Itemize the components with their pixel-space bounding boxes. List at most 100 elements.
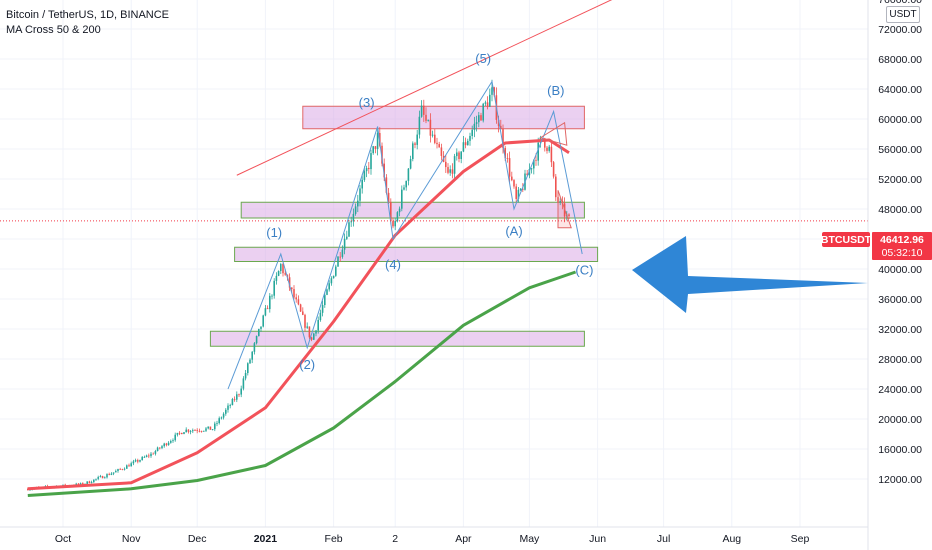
candle-body — [409, 159, 412, 169]
y-tick-label: 24000.00 — [878, 384, 922, 396]
wave-label: (C) — [575, 262, 593, 277]
candle-body — [332, 275, 335, 279]
candle-body — [139, 460, 141, 462]
candle-body — [302, 311, 304, 315]
indicator-title[interactable]: MA Cross 50 & 200 — [6, 24, 101, 36]
candle-body — [341, 249, 344, 257]
price-tag-value: 46412.96 — [880, 234, 924, 246]
candle-body — [359, 188, 361, 201]
candle-body — [211, 429, 214, 430]
candle-body — [500, 125, 502, 130]
candle-body — [183, 432, 185, 435]
zone-box — [209, 330, 585, 347]
candle-body — [128, 465, 130, 467]
candle-body — [482, 103, 484, 121]
candle-body — [324, 294, 326, 306]
candle-body — [299, 304, 302, 312]
triangle-pattern — [539, 121, 568, 146]
candle-body — [288, 277, 291, 288]
candle-body — [471, 129, 473, 136]
candle-body — [112, 472, 115, 474]
candle-body — [178, 432, 181, 434]
candle-body — [436, 142, 438, 145]
price-tag: BTCUSDT 46412.96 05:32:10 — [821, 232, 932, 260]
candle-body — [93, 479, 95, 483]
candle-body — [187, 429, 190, 432]
candle-body — [401, 189, 403, 209]
y-tick-label: 56000.00 — [878, 144, 922, 156]
candle-body — [150, 453, 152, 457]
candle-body — [106, 474, 108, 478]
x-tick-label: Oct — [55, 533, 71, 545]
x-tick-label: Aug — [722, 533, 741, 545]
candle-body — [420, 105, 423, 117]
wave-label: (5) — [475, 51, 491, 66]
symbol-title[interactable]: Bitcoin / TetherUS, 1D, BINANCE — [6, 9, 170, 21]
candle-body — [132, 461, 135, 464]
candle-body — [308, 326, 311, 338]
candle-body — [167, 442, 170, 446]
candle-body — [130, 463, 132, 467]
candle-body — [383, 163, 385, 178]
candle-body — [304, 314, 306, 328]
y-tick-label: 28000.00 — [878, 354, 922, 366]
zone-box — [240, 201, 585, 219]
candle-body — [462, 142, 465, 152]
candle-body — [222, 413, 225, 418]
y-tick-label: 60000.00 — [878, 114, 922, 126]
candle-body — [469, 135, 471, 141]
candle-body — [330, 278, 333, 284]
candle-body — [203, 430, 205, 432]
x-tick-label: 2021 — [254, 533, 278, 545]
time-axis[interactable]: Oct Nov Dec 2021 Feb 2 Apr May Jun Jul Aug Sep — [55, 533, 810, 545]
candle-body — [348, 222, 350, 237]
candle-body — [277, 270, 280, 276]
y-tick-label: 36000.00 — [878, 294, 922, 306]
candle-body — [134, 460, 137, 462]
candle-body — [434, 134, 436, 143]
candle-body — [429, 119, 432, 136]
candle-body — [148, 455, 150, 457]
candle-body — [412, 143, 414, 160]
candle-body — [522, 188, 524, 190]
candle-body — [416, 134, 418, 145]
y-tick-label: 76000.00 — [878, 0, 922, 6]
candle-body — [464, 142, 467, 146]
x-tick-label: Feb — [325, 533, 343, 545]
candle-body — [156, 447, 159, 452]
x-tick-label: Nov — [122, 533, 141, 545]
candles-layer — [27, 79, 570, 491]
candle-body — [405, 180, 407, 188]
ma-50-layer — [27, 138, 570, 491]
currency-button[interactable]: USDT — [886, 6, 920, 23]
candle-body — [115, 471, 117, 473]
y-tick-label: 68000.00 — [878, 54, 922, 66]
x-tick-label: Jun — [589, 533, 606, 545]
candle-body — [209, 426, 212, 430]
y-tick-label: 12000.00 — [878, 474, 922, 486]
candle-body — [110, 473, 113, 475]
y-tick-label: 32000.00 — [878, 324, 922, 336]
candle-body — [152, 453, 154, 455]
candle-body — [247, 363, 249, 374]
candle-body — [231, 398, 234, 406]
candle-body — [313, 333, 315, 340]
candle-body — [198, 430, 201, 432]
candle-body — [79, 483, 82, 485]
candle-body — [189, 431, 192, 432]
candle-body — [326, 289, 328, 295]
candle-body — [535, 159, 537, 161]
symbol-tag-bg — [822, 232, 870, 247]
candle-body — [396, 212, 399, 222]
candle-body — [515, 186, 517, 199]
candle-body — [440, 147, 443, 156]
candle-body — [216, 423, 218, 424]
candle-body — [227, 405, 229, 410]
candle-body — [519, 188, 522, 190]
candle-body — [295, 297, 297, 300]
candle-body — [346, 236, 348, 239]
candle-body — [271, 295, 273, 297]
candle-body — [390, 202, 392, 222]
